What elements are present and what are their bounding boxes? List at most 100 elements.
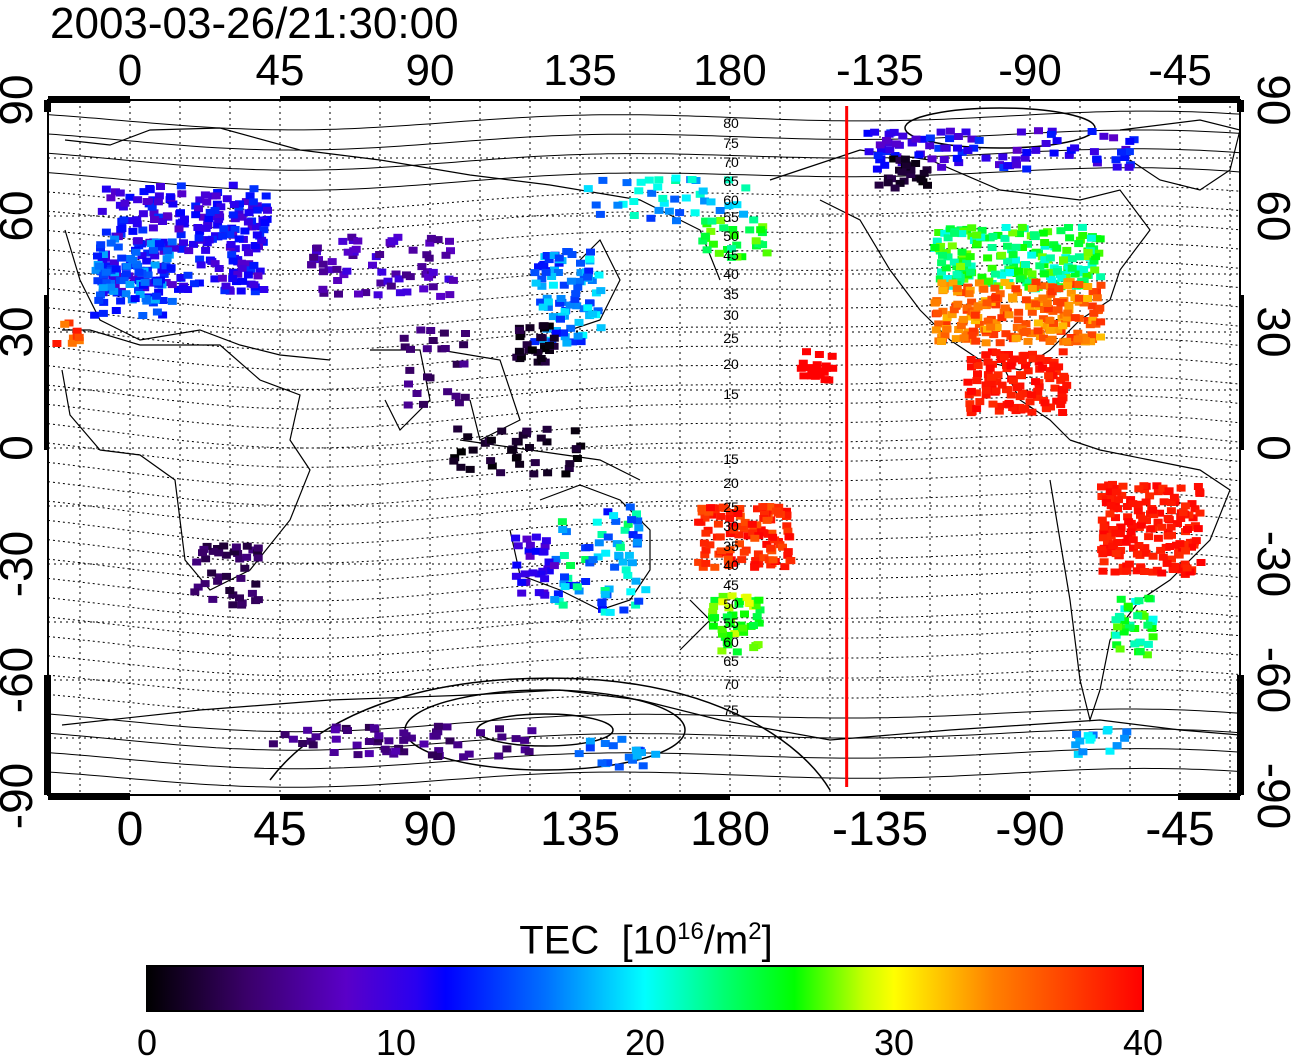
- tec-cell: [329, 749, 339, 756]
- tec-cell: [992, 324, 1002, 331]
- tec-cell: [1132, 550, 1142, 558]
- tec-cell: [1042, 357, 1052, 364]
- tec-cell: [578, 331, 588, 339]
- tec-cell: [600, 590, 610, 598]
- tec-cell: [710, 563, 720, 571]
- tec-cell: [1089, 257, 1099, 265]
- tec-cell: [981, 391, 991, 399]
- tec-cell: [593, 307, 603, 315]
- tec-cell: [629, 212, 639, 219]
- contour-label: 15: [723, 386, 739, 402]
- tec-cell: [433, 753, 443, 760]
- tec-cell: [952, 271, 962, 279]
- tec-cell: [1083, 283, 1093, 290]
- tec-cell: [442, 723, 452, 731]
- tec-cell: [1139, 612, 1149, 620]
- tec-cell: [613, 201, 623, 209]
- tec-cell: [213, 577, 223, 585]
- tec-cell: [318, 260, 328, 268]
- tec-cell: [600, 587, 610, 594]
- tec-cell: [906, 166, 916, 174]
- contour-label: 30: [723, 518, 739, 534]
- tec-cell: [631, 746, 641, 754]
- tec-cell: [1141, 549, 1151, 557]
- coastline: [459, 439, 641, 481]
- contour-line: [48, 511, 1240, 545]
- tec-cell: [538, 303, 548, 311]
- tec-cell: [1078, 232, 1088, 239]
- tec-cell: [560, 307, 570, 315]
- tec-cell: [554, 254, 564, 262]
- tec-cell: [930, 244, 940, 251]
- tec-cell: [988, 400, 998, 408]
- tec-cell: [802, 348, 811, 356]
- tec-cell: [132, 216, 142, 224]
- tec-cell: [700, 514, 710, 522]
- tec-cell: [423, 373, 432, 381]
- tec-cell: [597, 598, 607, 606]
- tec-cell: [251, 222, 261, 230]
- tec-cell: [1086, 234, 1096, 242]
- lon-tick-label: 90: [406, 46, 455, 95]
- tec-cell: [737, 253, 747, 261]
- tec-cell: [255, 267, 265, 275]
- tec-cell: [985, 364, 995, 372]
- tec-cell: [784, 533, 794, 541]
- tec-cell: [558, 601, 568, 609]
- tec-cell: [560, 583, 570, 591]
- tec-cell: [782, 507, 791, 515]
- tec-cell: [997, 271, 1007, 279]
- tec-cell: [954, 326, 964, 333]
- tec-cell: [96, 241, 106, 249]
- tec-cell: [1034, 358, 1044, 366]
- tec-cell: [319, 289, 329, 297]
- tec-cell: [727, 245, 736, 253]
- tec-cell: [534, 263, 543, 271]
- tec-cell: [1045, 316, 1055, 324]
- tec-cell: [708, 240, 718, 248]
- tec-cell: [1087, 302, 1097, 310]
- tec-cell: [246, 266, 256, 274]
- lon-tick-label: -90: [998, 46, 1062, 95]
- tec-cell: [548, 281, 558, 289]
- contour-labels: 8075706560555045403530252015152025303540…: [723, 115, 739, 718]
- tec-cell: [399, 748, 409, 756]
- tec-cell: [573, 283, 583, 291]
- tec-cell: [1053, 306, 1063, 314]
- tec-cell: [1001, 224, 1011, 231]
- tec-cell: [952, 154, 962, 162]
- lon-tick-label: 180: [690, 803, 770, 856]
- tec-cell: [623, 520, 633, 528]
- tec-cell: [555, 299, 565, 307]
- tec-cell: [416, 326, 426, 334]
- tec-cell: [1038, 229, 1048, 237]
- tec-cell: [567, 251, 577, 258]
- tec-cell: [618, 558, 628, 566]
- tec-cell: [247, 589, 257, 597]
- tec-cell: [537, 282, 547, 290]
- tec-cell: [252, 202, 262, 210]
- tec-cell: [562, 339, 572, 347]
- tec-cell: [161, 262, 171, 270]
- tec-cell: [882, 137, 891, 144]
- tec-cell: [559, 281, 569, 289]
- tec-cell: [163, 247, 173, 255]
- contour-line: [48, 223, 1240, 252]
- tec-cell: [408, 246, 418, 254]
- tec-cell: [559, 552, 569, 559]
- tec-cell: [596, 324, 606, 332]
- tec-cell: [983, 317, 993, 325]
- tec-cell: [963, 378, 973, 386]
- tec-cell: [204, 215, 214, 223]
- tec-cell: [821, 362, 831, 370]
- tec-cell: [1087, 128, 1097, 135]
- tec-cell: [1124, 624, 1134, 632]
- tec-cell: [962, 259, 972, 267]
- tec-cell: [1124, 148, 1134, 156]
- tec-cell: [1063, 278, 1073, 286]
- tec-cell: [964, 290, 974, 298]
- tec-cell: [967, 298, 977, 306]
- tec-cell: [753, 550, 763, 558]
- tec-cell: [331, 735, 341, 743]
